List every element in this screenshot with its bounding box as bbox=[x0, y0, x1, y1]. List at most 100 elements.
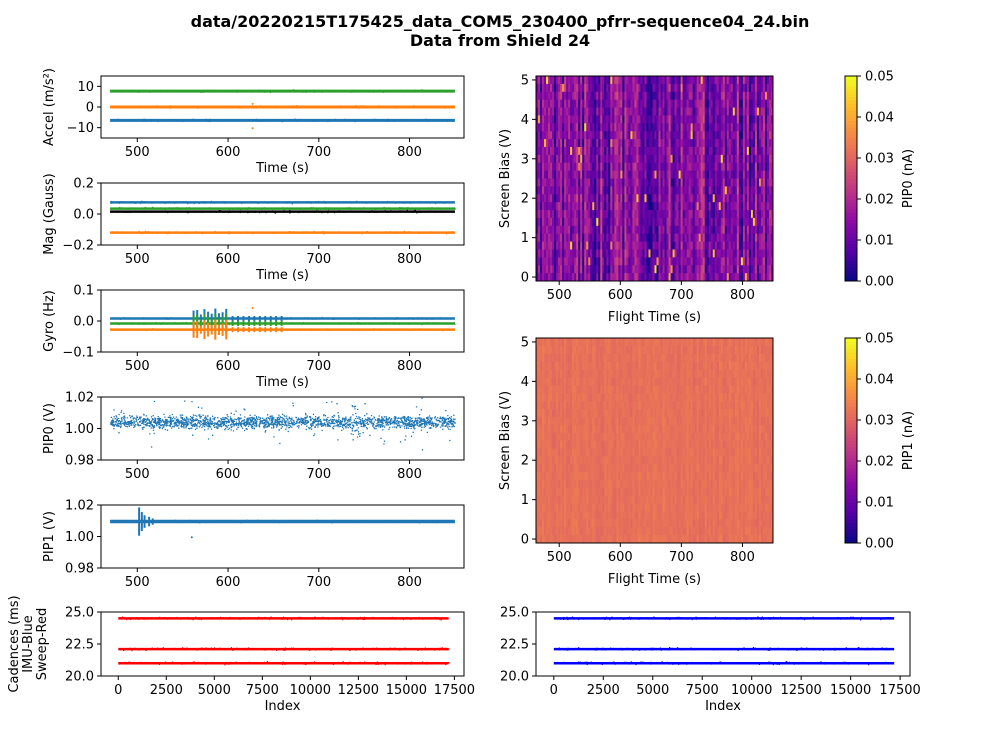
heatmap-cell bbox=[564, 225, 567, 235]
heatmap-cell bbox=[606, 408, 609, 418]
heatmap-cell bbox=[578, 91, 581, 101]
heatmap-cell bbox=[564, 115, 567, 124]
heatmap-cell bbox=[760, 107, 764, 116]
heatmap-cell bbox=[568, 241, 571, 250]
heatmap-cell bbox=[726, 202, 730, 211]
heatmap-cell bbox=[620, 170, 623, 179]
heatmap-cell bbox=[558, 233, 561, 242]
heat_pip0-cells bbox=[536, 76, 774, 282]
heatmap-cell bbox=[646, 369, 649, 378]
colorbar-segment bbox=[845, 236, 857, 241]
heatmap-cell bbox=[610, 472, 613, 481]
heatmap-cell bbox=[560, 345, 563, 355]
heatmap-cell bbox=[546, 257, 549, 266]
heatmap-cell bbox=[552, 107, 555, 116]
heatmap-cell bbox=[562, 448, 565, 457]
heatmap-cell bbox=[620, 241, 623, 250]
heatmap-cell bbox=[604, 233, 607, 242]
heatmap-cell bbox=[596, 416, 599, 426]
colorbar-segment bbox=[845, 140, 857, 145]
heatmap-cell bbox=[700, 131, 704, 140]
heatmap-cell bbox=[590, 123, 593, 132]
heatmap-cell bbox=[634, 249, 637, 258]
heatmap-cell bbox=[690, 217, 694, 227]
heatmap-cell bbox=[572, 416, 575, 426]
heatmap-cell bbox=[598, 424, 601, 434]
heatmap-cell bbox=[564, 535, 567, 544]
heatmap-cell bbox=[698, 170, 702, 179]
heatmap-cell bbox=[540, 123, 543, 132]
heatmap-cell bbox=[566, 448, 569, 457]
heatmap-cell bbox=[712, 241, 716, 250]
heatmap-cell bbox=[582, 511, 585, 520]
y-tick-label: 20.0 bbox=[500, 670, 529, 685]
heatmap-cell bbox=[734, 170, 738, 179]
heatmap-cell bbox=[588, 353, 591, 363]
heatmap-cell bbox=[670, 162, 673, 172]
heatmap-cell bbox=[576, 338, 579, 347]
heatmap-cell bbox=[630, 233, 633, 242]
heatmap-cell bbox=[670, 76, 673, 85]
heatmap-cell bbox=[644, 495, 647, 504]
heatmap-cell bbox=[616, 115, 619, 124]
heatmap-cell bbox=[552, 393, 555, 402]
heatmap-cell bbox=[712, 257, 716, 266]
heatmap-cell bbox=[738, 131, 742, 140]
heatmap-cell bbox=[642, 162, 645, 172]
heatmap-cell bbox=[608, 377, 611, 386]
heatmap-cell bbox=[556, 123, 559, 132]
heatmap-cell bbox=[602, 139, 605, 148]
heatmap-cell bbox=[644, 456, 647, 465]
heatmap-cell bbox=[730, 241, 734, 250]
heatmap-cell bbox=[622, 217, 625, 227]
heatmap-cell bbox=[564, 186, 567, 195]
heatmap-cell bbox=[644, 249, 647, 258]
heatmap-cell bbox=[560, 503, 563, 512]
heatmap-cell bbox=[672, 91, 675, 101]
heatmap-cell bbox=[720, 83, 724, 93]
heatmap-cell bbox=[742, 139, 746, 148]
heatmap-cell bbox=[716, 139, 720, 148]
heatmap-cell bbox=[556, 393, 559, 402]
heatmap-cell bbox=[566, 139, 569, 148]
heatmap-cell bbox=[712, 83, 716, 93]
heatmap-cell bbox=[652, 369, 655, 378]
heatmap-cell bbox=[542, 123, 545, 132]
heatmap-cell bbox=[650, 424, 653, 434]
heatmap-cell bbox=[746, 146, 750, 156]
heatmap-cell bbox=[590, 527, 593, 536]
heatmap-cell bbox=[548, 495, 551, 504]
heatmap-cell bbox=[644, 83, 647, 93]
heatmap-cell bbox=[762, 146, 766, 156]
heatmap-cell bbox=[720, 146, 724, 156]
heatmap-cell bbox=[566, 257, 569, 266]
heatmap-cell bbox=[694, 249, 698, 258]
heatmap-cell bbox=[660, 139, 663, 148]
heatmap-cell bbox=[604, 345, 607, 355]
heatmap-cell bbox=[584, 385, 587, 394]
heatmap-cell bbox=[634, 495, 637, 504]
heatmap-cell bbox=[588, 91, 591, 101]
heatmap-cell bbox=[716, 217, 720, 227]
heatmap-cell bbox=[598, 432, 601, 441]
heatmap-cell bbox=[742, 83, 746, 93]
heatmap-cell bbox=[638, 257, 641, 266]
heatmap-cell bbox=[754, 162, 758, 172]
heatmap-cell bbox=[658, 273, 661, 282]
heatmap-cell bbox=[550, 401, 553, 410]
heatmap-cell bbox=[552, 178, 555, 187]
heatmap-cell bbox=[744, 257, 748, 266]
heatmap-cell bbox=[674, 178, 677, 187]
heatmap-cell bbox=[590, 115, 593, 124]
heatmap-cell bbox=[712, 99, 716, 108]
heatmap-cell bbox=[560, 511, 563, 520]
heatmap-cell bbox=[630, 225, 633, 235]
heatmap-cell bbox=[582, 401, 585, 410]
heatmap-cell bbox=[642, 401, 645, 410]
heatmap-cell bbox=[700, 178, 704, 187]
heatmap-cell bbox=[634, 99, 637, 108]
heatmap-cell bbox=[660, 210, 663, 219]
heatmap-cell bbox=[760, 139, 764, 148]
heatmap-cell bbox=[558, 273, 561, 282]
heatmap-cell bbox=[644, 194, 647, 203]
